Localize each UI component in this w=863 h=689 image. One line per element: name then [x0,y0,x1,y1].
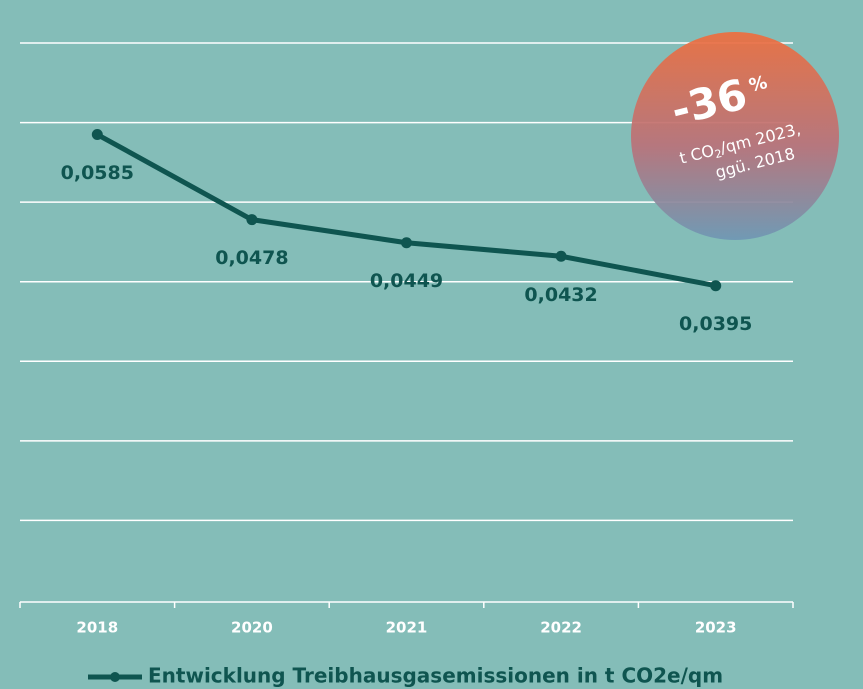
point [91,129,103,141]
badge-unit: % [747,72,770,97]
x-tick-label: 2020 [231,619,273,637]
value-label: 0,0449 [370,270,443,292]
point [246,214,258,226]
legend-label: Entwicklung Treibhausgasemissionen in t … [148,664,723,688]
badge-circle [631,32,839,240]
value-label: 0,0395 [679,313,752,335]
legend-marker [110,672,120,682]
x-tick-label: 2022 [540,619,582,637]
badge: -36 % t CO2/qm 2023, ggü. 2018 [631,32,839,240]
x-tick-label: 2023 [695,619,737,637]
badge-text-sub: 2 [713,147,723,161]
point [555,250,567,262]
legend: Entwicklung Treibhausgasemissionen in t … [88,664,723,688]
x-tick-label: 2021 [386,619,428,637]
value-label: 0,0585 [61,162,134,184]
x-tick-label: 2018 [76,619,118,637]
point [710,280,722,292]
point [401,237,412,249]
series-line [96,132,717,289]
value-label: 0,0432 [524,284,597,306]
value-label: 0,0478 [215,247,288,269]
